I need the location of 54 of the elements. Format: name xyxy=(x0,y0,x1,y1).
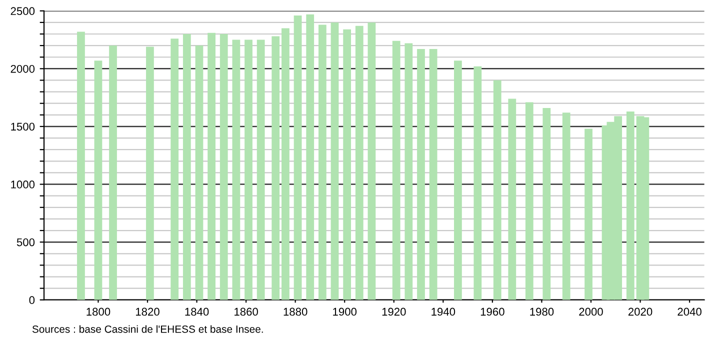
bar xyxy=(493,80,502,300)
bar xyxy=(343,29,352,300)
bar xyxy=(429,49,438,300)
bar xyxy=(294,16,302,300)
bar xyxy=(562,112,570,300)
bar xyxy=(542,108,551,300)
bar xyxy=(404,43,413,300)
bar xyxy=(392,40,400,300)
source-note: Sources : base Cassini de l'EHESS et base Insee. xyxy=(32,325,263,333)
bar xyxy=(146,46,154,300)
x-tick-label: 1980 xyxy=(530,308,554,316)
x-tick-label: 1820 xyxy=(136,308,160,316)
bar xyxy=(584,128,592,300)
x-tick-label: 2020 xyxy=(628,308,652,316)
bar xyxy=(330,22,339,300)
x-tick-label: 1900 xyxy=(333,308,357,316)
bar xyxy=(282,28,290,300)
bar xyxy=(182,34,191,300)
x-tick-label: 1860 xyxy=(234,308,258,316)
bar xyxy=(368,22,376,300)
bar xyxy=(195,46,204,300)
bar xyxy=(220,34,228,300)
bar xyxy=(306,14,314,300)
bar xyxy=(109,46,117,300)
x-tick-label: 2040 xyxy=(678,308,702,316)
bar xyxy=(170,38,179,300)
bar xyxy=(626,111,634,300)
bar xyxy=(232,40,240,300)
bar xyxy=(244,40,252,300)
bar xyxy=(525,102,534,300)
y-tick-label: 0 xyxy=(29,296,35,304)
x-tick-label: 1920 xyxy=(382,308,406,316)
bar xyxy=(272,36,280,300)
bar xyxy=(208,32,216,300)
x-tick-label: 2000 xyxy=(579,308,603,316)
y-tick-label: 2500 xyxy=(10,7,35,16)
bar xyxy=(318,24,326,300)
x-tick-label: 1940 xyxy=(432,308,456,316)
bar xyxy=(355,26,364,300)
bar xyxy=(454,60,462,300)
x-tick-label: 1840 xyxy=(185,308,209,316)
x-tick-label: 1960 xyxy=(480,308,504,316)
y-tick-label: 500 xyxy=(16,238,35,246)
y-tick-label: 1500 xyxy=(11,122,35,131)
y-tick-label: 1000 xyxy=(11,180,35,188)
bar xyxy=(508,98,516,300)
x-tick-label: 1880 xyxy=(284,308,308,316)
x-tick-label: 1800 xyxy=(86,308,110,316)
y-tick-label: 2000 xyxy=(10,64,35,73)
bar xyxy=(417,49,425,300)
bar xyxy=(474,66,482,300)
bar xyxy=(94,60,102,300)
bar xyxy=(256,40,265,300)
bar xyxy=(77,32,85,300)
